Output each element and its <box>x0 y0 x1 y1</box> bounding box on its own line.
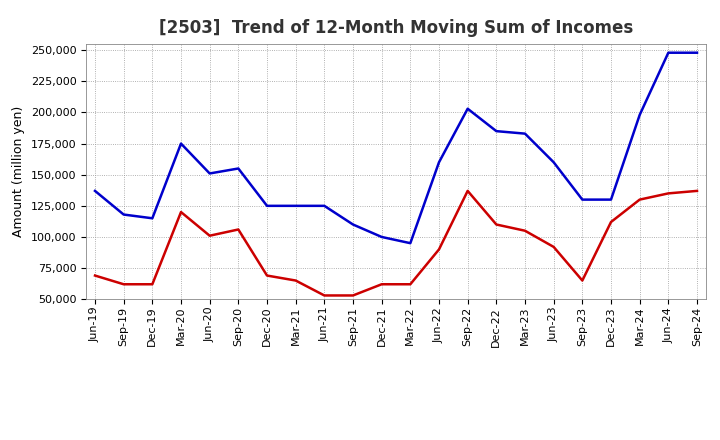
Ordinary Income <box>176 141 185 146</box>
Ordinary Income <box>205 171 214 176</box>
Ordinary Income <box>148 216 157 221</box>
Net Income <box>607 220 616 225</box>
Net Income <box>176 209 185 215</box>
Net Income <box>120 282 128 287</box>
Net Income <box>205 233 214 238</box>
Ordinary Income <box>263 203 271 209</box>
Ordinary Income <box>635 112 644 117</box>
Y-axis label: Amount (million yen): Amount (million yen) <box>12 106 25 237</box>
Net Income <box>435 247 444 252</box>
Net Income <box>464 188 472 194</box>
Net Income <box>91 273 99 278</box>
Ordinary Income <box>377 235 386 240</box>
Ordinary Income <box>234 166 243 171</box>
Net Income <box>377 282 386 287</box>
Line: Net Income: Net Income <box>95 191 697 296</box>
Net Income <box>578 278 587 283</box>
Net Income <box>406 282 415 287</box>
Net Income <box>320 293 328 298</box>
Line: Ordinary Income: Ordinary Income <box>95 53 697 243</box>
Title: [2503]  Trend of 12-Month Moving Sum of Incomes: [2503] Trend of 12-Month Moving Sum of I… <box>159 19 633 37</box>
Ordinary Income <box>435 160 444 165</box>
Net Income <box>635 197 644 202</box>
Net Income <box>549 244 558 249</box>
Ordinary Income <box>320 203 328 209</box>
Net Income <box>292 278 300 283</box>
Net Income <box>693 188 701 194</box>
Ordinary Income <box>607 197 616 202</box>
Ordinary Income <box>693 50 701 55</box>
Net Income <box>263 273 271 278</box>
Net Income <box>234 227 243 232</box>
Ordinary Income <box>492 128 500 134</box>
Ordinary Income <box>120 212 128 217</box>
Net Income <box>348 293 357 298</box>
Ordinary Income <box>348 222 357 227</box>
Net Income <box>148 282 157 287</box>
Ordinary Income <box>406 241 415 246</box>
Ordinary Income <box>664 50 672 55</box>
Legend: Ordinary Income, Net Income: Ordinary Income, Net Income <box>256 438 536 440</box>
Ordinary Income <box>464 106 472 111</box>
Net Income <box>521 228 529 233</box>
Ordinary Income <box>292 203 300 209</box>
Net Income <box>664 191 672 196</box>
Ordinary Income <box>521 131 529 136</box>
Net Income <box>492 222 500 227</box>
Ordinary Income <box>91 188 99 194</box>
Ordinary Income <box>549 160 558 165</box>
Ordinary Income <box>578 197 587 202</box>
